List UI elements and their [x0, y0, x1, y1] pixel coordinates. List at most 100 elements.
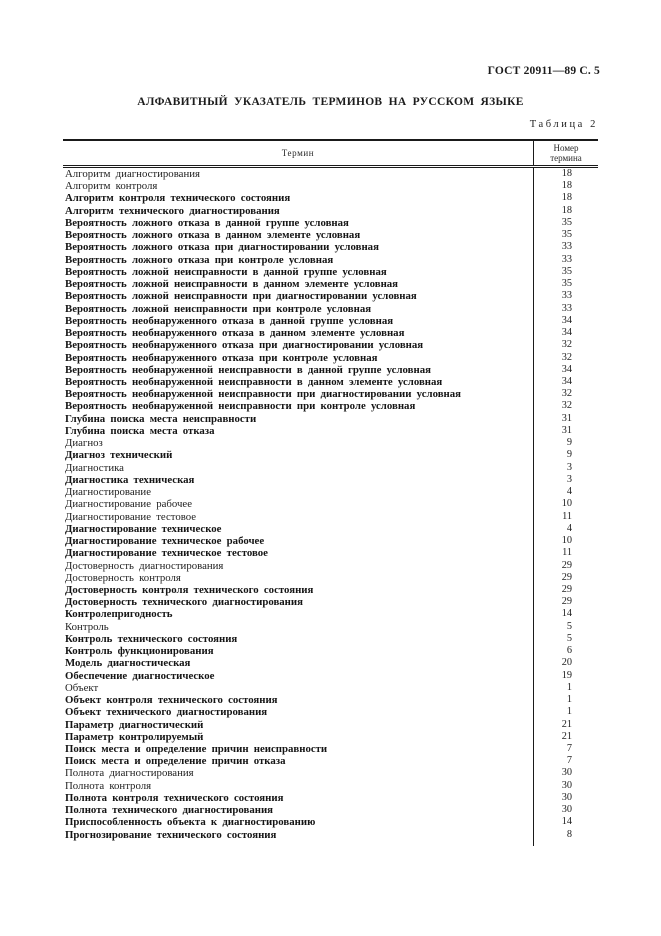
term-number-cell: 33 — [533, 253, 598, 266]
table-row: Вероятность необнаруженного отказа в дан… — [63, 314, 598, 328]
term-number-cell: 32 — [533, 339, 598, 352]
terms-table: Термин Номер термина Алгоритм диагностир… — [63, 139, 598, 846]
term-number-cell: 8 — [533, 828, 598, 841]
table-row: Вероятность необнаруженной неисправности… — [63, 400, 598, 413]
table-row: Вероятность необнаруженной неисправности… — [63, 375, 598, 389]
table-row: Достоверность контроля технического сост… — [63, 583, 598, 597]
term-number-cell: 18 — [533, 168, 598, 181]
table-row: Обеспечение диагностическое 19 — [63, 669, 598, 682]
term-cell: Поиск места и определение причин неиспра… — [65, 743, 328, 756]
term-cell: Полнота контроля технического состояния — [65, 791, 284, 804]
page-title: АЛФАВИТНЫЙ УКАЗАТЕЛЬ ТЕРМИНОВ НА РУССКОМ… — [137, 96, 524, 108]
table-header-row: Термин Номер термина — [63, 141, 598, 168]
term-cell: Вероятность необнаруженного отказа при д… — [65, 339, 424, 352]
term-number-cell: 32 — [533, 400, 598, 413]
table-row: Диагноз 9 — [63, 437, 598, 450]
term-number-cell: 1 — [533, 681, 598, 695]
table-row: Диагностика 3 — [63, 461, 598, 474]
term-number-cell: 34 — [533, 327, 598, 340]
table-row: Полнота технического диагностирования 30 — [63, 804, 598, 817]
term-number-cell: 1 — [533, 706, 598, 719]
term-cell: Алгоритм контроля — [65, 180, 158, 193]
term-cell: Вероятность необнаруженной неисправности… — [65, 375, 443, 388]
term-number-cell: 29 — [533, 596, 598, 609]
term-number-cell: 31 — [533, 412, 598, 425]
table-row: Вероятность необнаруженной неисправности… — [63, 363, 598, 376]
term-number-cell: 3 — [533, 473, 598, 487]
table-body: Алгоритм диагностирования 18 Алгоритм конт… — [63, 168, 598, 841]
table-row: Поиск места и определение причин отказа 7 — [63, 755, 598, 768]
table-row: Вероятность необнаруженного отказа при к… — [63, 351, 598, 364]
table-label: Таблица 2 — [529, 119, 598, 130]
table-row: Вероятность ложной неисправности при диа… — [63, 290, 598, 303]
term-number-cell: 33 — [533, 290, 598, 303]
table-row: Достоверность диагностирования 29 — [63, 559, 598, 572]
table-row: Вероятность необнаруженной неисправности… — [63, 388, 598, 401]
term-cell: Диагностика техническая — [65, 473, 195, 486]
term-number-cell: 4 — [533, 522, 598, 536]
term-number-cell: 31 — [533, 424, 598, 438]
term-number-cell: 35 — [533, 216, 598, 230]
table-row: Приспособленность объекта к диагностиров… — [63, 816, 598, 829]
table-row: Диагноз технический 9 — [63, 449, 598, 462]
term-cell: Вероятность ложного отказа при диагности… — [65, 241, 379, 254]
page-header: ГОСТ 20911—89 С. 5 — [487, 65, 600, 77]
term-number-cell: 9 — [533, 449, 598, 462]
table-row: Диагностирование техническое рабочее 10 — [63, 535, 598, 548]
table-row: Достоверность технического диагностирова… — [63, 596, 598, 609]
table-row: Вероятность ложной неисправности в данно… — [63, 278, 598, 291]
term-number-cell: 33 — [533, 241, 598, 254]
term-number-cell: 7 — [533, 743, 598, 756]
term-number-cell: 5 — [533, 620, 598, 633]
table-row: Прогнозирование технического состояния 8 — [63, 828, 598, 841]
term-cell: Приспособленность объекта к диагностиров… — [65, 816, 316, 829]
term-cell: Полнота диагностирования — [65, 767, 194, 780]
term-number-cell: 14 — [533, 608, 598, 621]
table-row: Достоверность контроля 29 — [63, 571, 598, 584]
table-row: Вероятность ложной неисправности при кон… — [63, 302, 598, 315]
term-cell: Вероятность необнаруженной неисправности… — [65, 363, 431, 376]
table-row: Вероятность необнаруженного отказа при д… — [63, 339, 598, 352]
term-cell: Вероятность необнаруженной неисправности… — [65, 400, 416, 413]
term-number-cell: 29 — [533, 571, 598, 584]
term-cell: Вероятность необнаруженного отказа в дан… — [65, 314, 394, 327]
term-number-cell: 30 — [533, 767, 598, 780]
table-row: Диагностирование техническое тестовое 11 — [63, 547, 598, 560]
term-number-cell: 30 — [533, 804, 598, 817]
column-divider-line — [533, 840, 598, 846]
term-cell: Вероятность необнаруженного отказа в дан… — [65, 327, 405, 340]
table-row: Алгоритм диагностирования 18 — [63, 168, 598, 181]
table-row: Контролепригодность 14 — [63, 608, 598, 621]
term-cell: Контроль технического состояния — [65, 632, 238, 645]
term-cell: Вероятность необнаруженного отказа при к… — [65, 351, 378, 364]
table-row: Контроль функционирования 6 — [63, 645, 598, 658]
table-row: Диагностирование рабочее 10 — [63, 498, 598, 511]
table-row: Контроль 5 — [63, 620, 598, 633]
term-number-cell: 35 — [533, 265, 598, 279]
term-cell: Параметр диагностический — [65, 718, 204, 731]
column-header-number-line1: Номер — [553, 143, 579, 153]
table-row: Объект 1 — [63, 681, 598, 695]
table-row: Модель диагностическая 20 — [63, 657, 598, 670]
term-number-cell: 11 — [533, 547, 598, 560]
term-cell: Полнота технического диагностирования — [65, 804, 274, 817]
term-number-cell: 29 — [533, 559, 598, 572]
term-number-cell: 14 — [533, 816, 598, 829]
table-row: Вероятность ложного отказа в данном элем… — [63, 229, 598, 242]
term-cell: Объект контроля технического состояния — [65, 694, 278, 707]
table-row: Поиск места и определение причин неиспра… — [63, 743, 598, 756]
table-row: Полнота диагностирования 30 — [63, 767, 598, 780]
table-row: Вероятность ложного отказа в данной груп… — [63, 216, 598, 230]
term-cell: Контролепригодность — [65, 608, 173, 621]
table-row: Диагностирование техническое 4 — [63, 522, 598, 536]
term-cell: Параметр контролируемый — [65, 730, 204, 743]
term-cell: Поиск места и определение причин отказа — [65, 755, 286, 768]
term-cell: Вероятность ложного отказа в данном элем… — [65, 229, 361, 242]
table-row: Диагностирование тестовое 11 — [63, 510, 598, 523]
term-cell: Прогнозирование технического состояния — [65, 828, 277, 841]
table-row: Вероятность ложного отказа при диагности… — [63, 241, 598, 254]
term-number-cell: 1 — [533, 694, 598, 707]
term-cell: Достоверность технического диагностирова… — [65, 596, 303, 609]
table-row: Вероятность ложной неисправности в данно… — [63, 265, 598, 279]
